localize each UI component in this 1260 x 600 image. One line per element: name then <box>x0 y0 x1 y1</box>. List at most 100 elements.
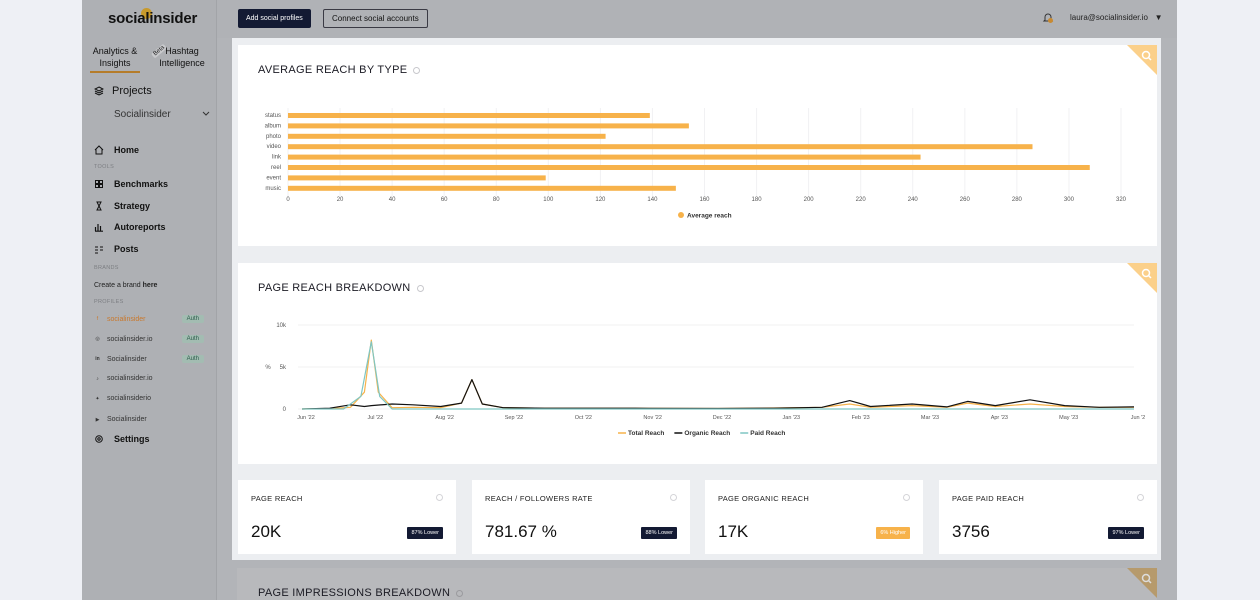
projects-header[interactable]: Projects <box>94 85 152 97</box>
project-select[interactable]: Socialinsider <box>114 109 210 120</box>
info-icon[interactable] <box>436 494 443 501</box>
series-line <box>301 339 1134 410</box>
category-label: link <box>272 155 282 161</box>
user-menu[interactable]: laura@socialinsider.io ▼ <box>1070 13 1163 22</box>
sidebar-item-label: Strategy <box>114 201 151 211</box>
kpi-card-reach-followers-rate: REACH / FOLLOWERS RATE 781.67 % 88% Lowe… <box>472 480 690 554</box>
bar <box>288 133 606 139</box>
strategy-icon <box>96 201 102 211</box>
profile-item[interactable]: ✦ socialinsiderio <box>94 395 204 402</box>
legend-label: Average reach <box>687 213 732 220</box>
page-reach-breakdown-card: PAGE REACH BREAKDOWN 0 5k 10k% Jun '22 Jul '… <box>238 263 1157 464</box>
bar <box>288 123 689 129</box>
x-tick-label: 120 <box>595 197 606 203</box>
auth-badge[interactable]: Auth <box>181 335 204 343</box>
x-tick-label: 60 <box>441 197 448 203</box>
youtube-icon: ▶ <box>95 416 100 423</box>
comparison-badge: 6% Higher <box>876 527 910 539</box>
card-title: AVERAGE REACH BY TYPE <box>258 64 421 76</box>
settings-label: Settings <box>114 434 150 444</box>
tab-analytics-insights[interactable]: Analytics & Insights <box>90 45 140 73</box>
x-tick-label: 160 <box>699 197 710 203</box>
info-icon[interactable] <box>416 284 424 292</box>
profile-item[interactable]: in Socialinsider Auth <box>94 355 204 363</box>
x-tick-label: Feb '23 <box>852 415 870 421</box>
average-reach-by-type-card: AVERAGE REACH BY TYPE 0 20 40 60 80 100 120 140… <box>238 45 1157 246</box>
notification-bell-icon[interactable] <box>1042 12 1054 24</box>
brand-logo[interactable]: socialinsider <box>108 10 198 27</box>
x-tick-label: 180 <box>752 197 763 203</box>
x-tick-label: Sep '22 <box>505 415 523 421</box>
main-content: AVERAGE REACH BY TYPE 0 20 40 60 80 100 120 140… <box>232 38 1161 560</box>
x-tick-label: 200 <box>804 197 815 203</box>
sidebar-item-settings[interactable]: Settings <box>94 434 150 444</box>
zoom-corner-icon[interactable] <box>1127 45 1157 75</box>
app-frame: socialinsider Analytics & Insights Beta … <box>82 0 1177 600</box>
caret-down-icon: ▼ <box>1154 13 1163 22</box>
comparison-badge: 88% Lower <box>641 527 677 539</box>
section-tools: TOOLS <box>94 164 115 170</box>
kpi-value: 17K <box>718 522 749 541</box>
series-line <box>301 379 1135 410</box>
sidebar-item-label: Posts <box>114 244 139 254</box>
tab-hashtag-intelligence[interactable]: Hashtag Intelligence <box>159 46 205 68</box>
average-reach-title: AVERAGE REACH BY TYPE <box>258 64 408 76</box>
sidebar-item-posts[interactable]: Posts <box>94 244 139 254</box>
auth-badge[interactable]: Auth <box>181 355 204 363</box>
legend-label: Organic Reach <box>684 430 730 437</box>
selected-project: Socialinsider <box>114 109 171 120</box>
x-tick-label: 260 <box>960 197 971 203</box>
x-tick-label: 80 <box>493 197 500 203</box>
sidebar-item-autoreports[interactable]: Autoreports <box>94 222 166 232</box>
sidebar-item-home[interactable]: Home <box>94 145 139 155</box>
x-tick-label: 40 <box>389 197 396 203</box>
profile-item[interactable]: ♪ socialinsider.io <box>94 375 204 382</box>
x-tick-label: 280 <box>1012 197 1023 203</box>
kpi-title: PAGE REACH <box>251 494 303 503</box>
category-label: reel <box>271 165 281 171</box>
info-icon[interactable] <box>456 589 464 597</box>
bar <box>288 185 676 191</box>
profile-item[interactable]: ◎ socialinsider.io Auth <box>94 335 204 343</box>
y-tick-label: 0 <box>283 407 287 413</box>
instagram-icon: ◎ <box>95 336 100 342</box>
profile-name: socialinsider <box>107 315 146 323</box>
page-reach-line-chart: 0 5k 10k% Jun '22 Jul '22 Aug '22 Sep '22 Oct '… <box>265 323 1146 437</box>
profile-item[interactable]: ▶ Socialinsider <box>94 416 204 423</box>
sidebar-item-benchmarks[interactable]: Benchmarks <box>94 179 168 189</box>
connect-social-accounts-button[interactable]: Connect social accounts <box>323 9 428 28</box>
grid-icon <box>95 180 103 188</box>
profile-name: socialinsiderio <box>107 395 151 402</box>
profile-item[interactable]: f socialinsider Auth <box>94 315 204 323</box>
zoom-corner-icon[interactable] <box>1127 263 1157 293</box>
kpi-title: REACH / FOLLOWERS RATE <box>485 494 593 503</box>
profile-name: socialinsider.io <box>107 335 153 343</box>
x-tick-label: Apr '23 <box>991 415 1008 421</box>
add-social-profiles-button[interactable]: Add social profiles <box>238 9 311 28</box>
info-icon[interactable] <box>903 494 910 501</box>
legend-label: Paid Reach <box>750 430 785 437</box>
x-tick-label: 0 <box>286 197 290 203</box>
page-impressions-card: PAGE IMPRESSIONS BREAKDOWN <box>237 568 1157 600</box>
sidebar-item-strategy[interactable]: Strategy <box>94 201 150 211</box>
auth-badge[interactable]: Auth <box>181 315 204 323</box>
y-tick-label: 10k <box>276 323 287 329</box>
info-icon[interactable] <box>670 494 677 501</box>
kpi-value: 3756 <box>952 522 990 541</box>
x-tick-label: Dec '22 <box>713 415 731 421</box>
series-line <box>302 341 1134 410</box>
kpi-card-page-reach: PAGE REACH 20K 87% Lower <box>238 480 456 554</box>
bar <box>288 144 1033 150</box>
info-icon[interactable] <box>413 66 421 74</box>
zoom-corner-icon[interactable] <box>1127 568 1157 598</box>
category-label: album <box>265 123 281 129</box>
x-tick-label: Jun '2 <box>1131 415 1146 421</box>
create-brand-link[interactable]: here <box>142 282 158 289</box>
create-brand-text: Create a brand here <box>94 282 157 289</box>
x-tick-label: Jul '22 <box>367 415 383 421</box>
info-icon[interactable] <box>1137 494 1144 501</box>
brand-logo-dot <box>141 8 152 19</box>
page-reach-title: PAGE REACH BREAKDOWN <box>258 282 411 294</box>
category-label: video <box>267 144 282 150</box>
kpi-title: PAGE PAID REACH <box>952 494 1025 503</box>
